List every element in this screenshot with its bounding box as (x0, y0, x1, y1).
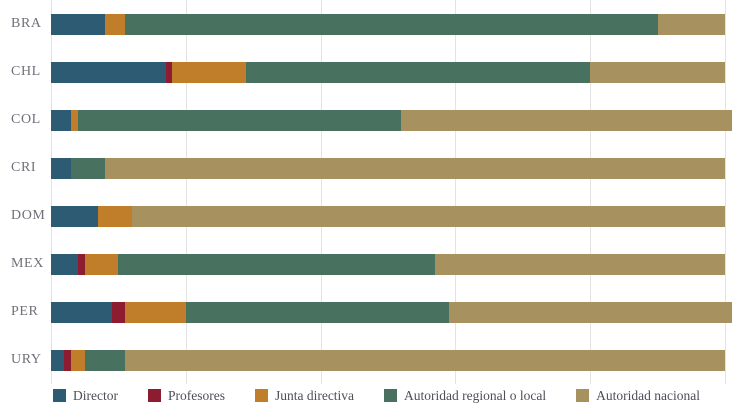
bar-segment-autoridad-regional-o-local[interactable] (84, 349, 126, 371)
legend-swatch-icon (147, 389, 161, 402)
rows: BRA CHL COL CRI DOM MEX PER URY (0, 0, 732, 384)
bar-segment-profesores[interactable] (77, 253, 85, 275)
bar-segment-director[interactable] (51, 157, 72, 179)
legend-item-autoridad-regional-o-local[interactable]: Autoridad regional o local (384, 388, 546, 404)
gridline-20 (185, 0, 187, 384)
legend-item-junta-directiva[interactable]: Junta directiva (254, 387, 355, 404)
bar-segment-junta-directiva[interactable] (98, 205, 132, 227)
bar-segment-autoridad-regional-o-local[interactable] (77, 109, 402, 131)
plot-area: BRA CHL COL CRI DOM MEX PER URY (0, 0, 732, 384)
row-label: MEX (11, 256, 44, 271)
bar-segment-director[interactable] (51, 61, 166, 83)
bar-segment-junta-directiva[interactable] (125, 301, 186, 323)
bar-segment-autoridad-nacional[interactable] (125, 349, 725, 371)
row-label: DOM (11, 208, 46, 223)
gridline-80 (590, 0, 592, 384)
row-label: COL (11, 112, 41, 127)
bar-segment-junta-directiva[interactable] (104, 13, 126, 35)
legend-label: Autoridad regional o local (404, 387, 547, 403)
row-label: CHL (11, 64, 41, 79)
bar-track (51, 157, 725, 179)
bar-segment-junta-directiva[interactable] (172, 61, 247, 83)
stacked-bar (51, 205, 725, 227)
bar-track (51, 253, 725, 275)
legend-item-autoridad-nacional[interactable]: Autoridad nacional (576, 388, 700, 404)
bar-track (51, 301, 732, 323)
row-label: CRI (11, 160, 37, 175)
chart-row-col: COL (0, 96, 732, 144)
bar-segment-director[interactable] (51, 13, 105, 35)
bar-segment-profesores[interactable] (111, 301, 126, 323)
legend-item-director[interactable]: Director (53, 388, 118, 404)
bar-segment-autoridad-nacional[interactable] (401, 109, 732, 131)
stacked-bar (51, 253, 725, 275)
legend-label: Autoridad nacional (596, 387, 700, 403)
bar-segment-autoridad-nacional[interactable] (590, 61, 725, 83)
chart-row-bra: BRA (0, 0, 725, 48)
bar-track (51, 61, 725, 83)
bar-segment-director[interactable] (51, 301, 112, 323)
bar-segment-autoridad-regional-o-local[interactable] (118, 253, 436, 275)
bar-segment-autoridad-nacional[interactable] (131, 205, 725, 227)
bar-segment-profesores[interactable] (165, 61, 173, 83)
stacked-bar (51, 157, 725, 179)
bar-segment-autoridad-nacional[interactable] (448, 301, 732, 323)
legend: Director Profesores Junta directiva Autorid… (53, 387, 700, 404)
legend-label: Profesores (167, 387, 225, 403)
bar-segment-autoridad-nacional[interactable] (104, 157, 725, 179)
bar-track (51, 109, 732, 131)
legend-item-profesores[interactable]: Profesores (147, 387, 225, 404)
chart-row-cri: CRI (0, 144, 725, 192)
stacked-bar (51, 13, 725, 35)
stacked-bar (51, 109, 732, 131)
bar-segment-junta-directiva[interactable] (71, 109, 78, 131)
gridline-60 (455, 0, 457, 384)
bar-segment-director[interactable] (51, 349, 65, 371)
bar-segment-autoridad-nacional[interactable] (435, 253, 725, 275)
stacked-bar (51, 61, 725, 83)
row-label: BRA (11, 16, 42, 31)
bar-segment-autoridad-regional-o-local[interactable] (246, 61, 591, 83)
stacked-bar (51, 349, 725, 371)
bar-track (51, 13, 725, 35)
legend-label: Director (73, 387, 118, 403)
legend-swatch-icon (53, 389, 66, 402)
gridline-40 (320, 0, 322, 384)
legend-swatch-icon (384, 389, 398, 402)
gridline-100 (725, 0, 726, 384)
bar-segment-autoridad-nacional[interactable] (657, 13, 725, 35)
stacked-bar (51, 301, 732, 323)
legend-label: Junta directiva (274, 387, 355, 403)
bar-segment-director[interactable] (51, 205, 99, 227)
chart-row-chl: CHL (0, 48, 725, 96)
chart-row-ury: URY (0, 336, 725, 384)
legend-swatch-icon (576, 389, 590, 402)
chart-row-per: PER (0, 288, 732, 336)
bar-track (51, 349, 725, 371)
chart-row-dom: DOM (0, 192, 725, 240)
bar-segment-profesores[interactable] (64, 349, 72, 371)
gridline-0 (51, 0, 52, 384)
legend-swatch-icon (254, 389, 268, 402)
bar-segment-junta-directiva[interactable] (71, 349, 85, 371)
chart-row-mex: MEX (0, 240, 725, 288)
bar-segment-autoridad-regional-o-local[interactable] (71, 157, 105, 179)
bar-segment-junta-directiva[interactable] (84, 253, 119, 275)
bar-track (51, 205, 725, 227)
bar-segment-autoridad-regional-o-local[interactable] (185, 301, 449, 323)
row-label: PER (11, 304, 39, 319)
bar-segment-director[interactable] (51, 109, 72, 131)
row-label: URY (11, 352, 42, 367)
gridlines (51, 0, 726, 384)
bar-segment-autoridad-regional-o-local[interactable] (125, 13, 658, 35)
bar-segment-director[interactable] (51, 253, 78, 275)
